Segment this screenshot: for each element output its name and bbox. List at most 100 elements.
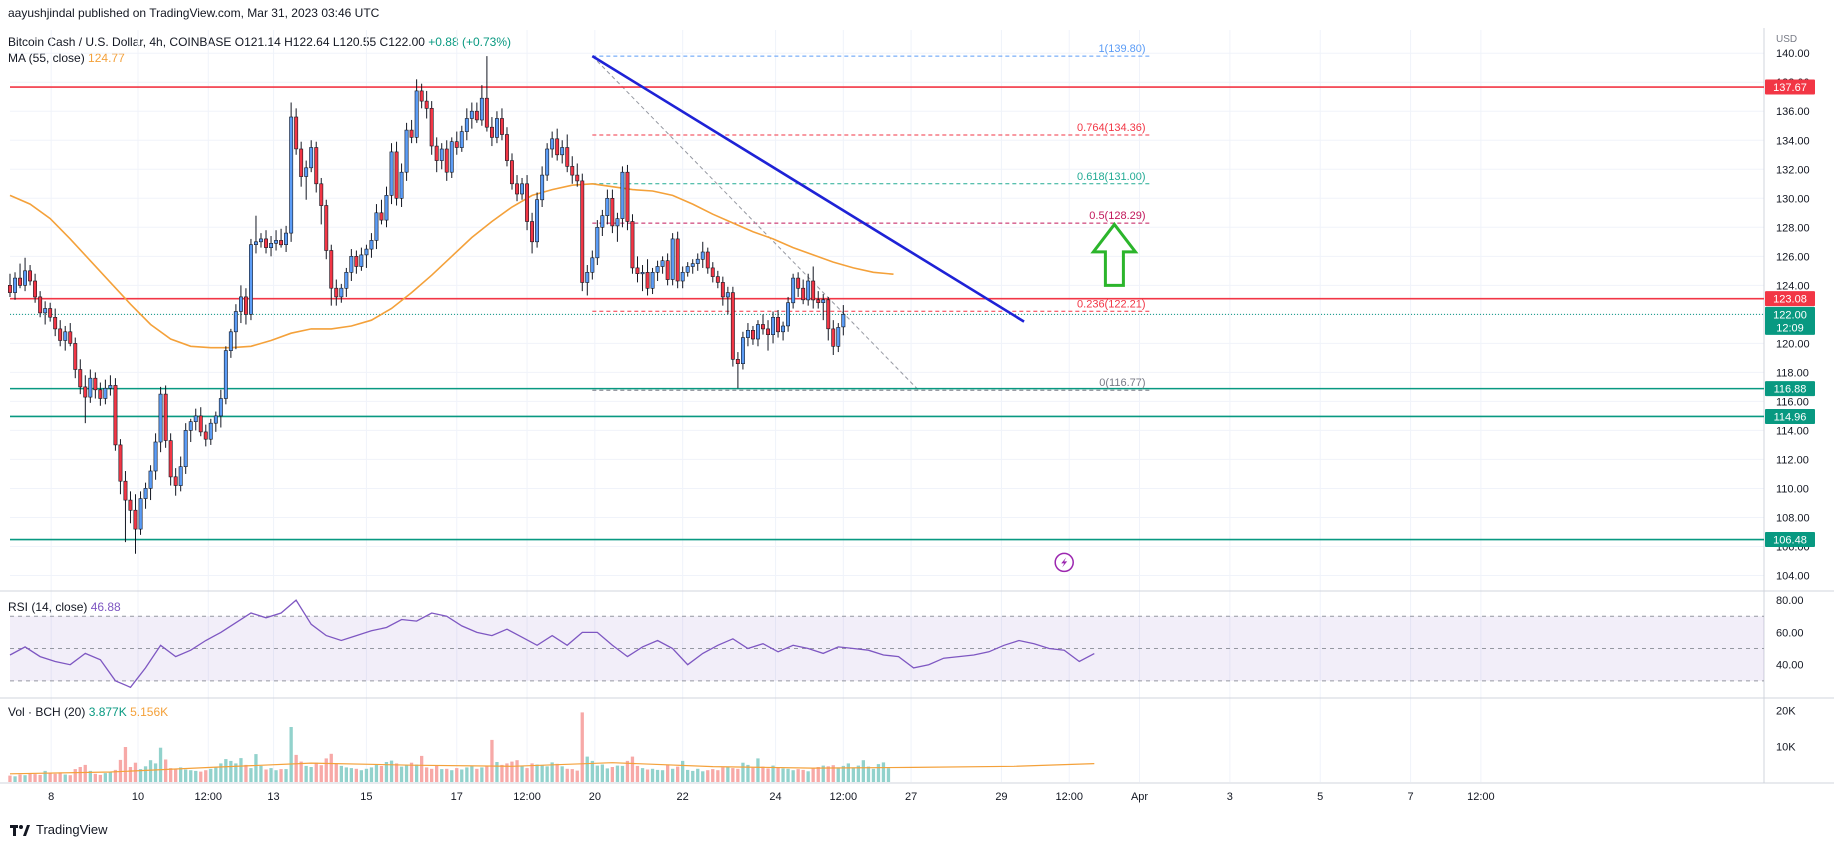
volume-label[interactable]: Vol · BCH (20) (8, 705, 86, 719)
candle (695, 253, 700, 271)
volume-bar (389, 760, 394, 782)
volume-bar (876, 764, 881, 782)
candle (635, 256, 640, 283)
candle-body (776, 316, 781, 333)
candle (499, 108, 504, 141)
candle-body (710, 267, 715, 277)
candle (269, 236, 273, 257)
candle (228, 328, 233, 358)
volume-bar (530, 763, 534, 782)
volume-bar (53, 773, 57, 782)
tradingview-logo[interactable]: TradingView (10, 822, 108, 837)
candle-body (173, 476, 178, 486)
candle (133, 494, 138, 554)
time-tick-label: 24 (769, 791, 781, 803)
volume-bar (415, 764, 419, 782)
candle-body (821, 299, 826, 303)
candle-body (841, 314, 846, 328)
candle-body (459, 131, 464, 148)
price-tick-label: 112.00 (1776, 454, 1809, 466)
candle-body (449, 141, 454, 173)
price-tick-label: 136.00 (1776, 106, 1810, 118)
candle (665, 253, 670, 286)
price-badge-bg (1765, 306, 1815, 335)
candle-body (143, 488, 148, 499)
volume-tick-label: 20K (1776, 706, 1796, 718)
candle (349, 249, 354, 281)
candle-body (374, 212, 379, 241)
volume-bar (364, 768, 369, 782)
volume-bar (379, 765, 384, 782)
volume-bar (550, 762, 554, 782)
candle (504, 127, 509, 167)
candle-body (665, 260, 670, 280)
rsi-pane (9, 599, 1764, 689)
candle-body (434, 145, 439, 161)
candle-body (188, 421, 193, 431)
symbol-name[interactable]: Bitcoin Cash / U.S. Dollar, 4h, COINBASE (8, 35, 232, 49)
candle-body (213, 415, 218, 424)
volume-bar (716, 770, 720, 782)
volume-bar (510, 761, 514, 782)
candle-body (479, 97, 484, 121)
ma-label[interactable]: MA (55, close) (8, 51, 85, 65)
volume-bar (254, 754, 258, 782)
candle-body (394, 151, 399, 199)
candle (509, 153, 514, 190)
volume-bar (314, 762, 318, 782)
candle-body (424, 100, 429, 109)
volume-bar (189, 770, 193, 782)
candle-body (8, 284, 12, 293)
volume-bar (68, 775, 72, 782)
candle (213, 411, 218, 432)
volume-tick-label: 10K (1776, 741, 1796, 753)
candle (53, 308, 58, 337)
time-tick-label: 5 (1317, 791, 1323, 803)
candle (178, 456, 183, 492)
candle-body (389, 151, 394, 196)
candle (429, 101, 434, 155)
grid-lines (0, 28, 1834, 784)
volume-bar (801, 769, 805, 782)
candle-body (685, 266, 690, 273)
fibonacci-labels: 1(139.80) 0.764(134.36) 0.618(131.00) 0.5(1… (1077, 43, 1146, 389)
time-tick-label: 12:00 (195, 791, 223, 803)
volume-bar (309, 767, 313, 782)
candle-body (625, 171, 630, 222)
candle (630, 214, 635, 274)
candle-body (560, 147, 565, 156)
volume-bar (676, 766, 680, 782)
price-badge-bg (1765, 408, 1815, 424)
published-caption: aayushjindal published on TradingView.co… (8, 6, 380, 20)
candle-body (806, 280, 811, 301)
candle (580, 173, 585, 292)
candle (128, 491, 133, 524)
candle (339, 283, 344, 303)
candle (750, 325, 755, 345)
ma-legend: MA (55, close) 124.77 (8, 51, 125, 65)
candle-body (354, 255, 359, 267)
rsi-label[interactable]: RSI (14, close) (8, 600, 88, 614)
candle-body (314, 147, 319, 185)
candle-body (239, 296, 243, 312)
candle (650, 267, 655, 295)
candle-body (766, 328, 771, 335)
volume-bar (209, 768, 213, 782)
candle-body (595, 227, 600, 259)
volume-bar (384, 762, 389, 782)
candle-body (590, 257, 595, 273)
time-tick-label: 12:00 (1467, 791, 1495, 803)
volume-bar (199, 771, 203, 782)
candle (515, 175, 520, 202)
volume-bar (294, 754, 298, 782)
candle-body (640, 271, 645, 275)
candle (474, 102, 479, 123)
volume-bar (630, 756, 635, 782)
volume-bar (28, 773, 32, 782)
volume-bar (691, 770, 695, 782)
volume-bar (158, 747, 163, 782)
fib-anchor-line (591, 55, 919, 391)
candle (791, 273, 796, 309)
volume-bar (234, 763, 238, 782)
